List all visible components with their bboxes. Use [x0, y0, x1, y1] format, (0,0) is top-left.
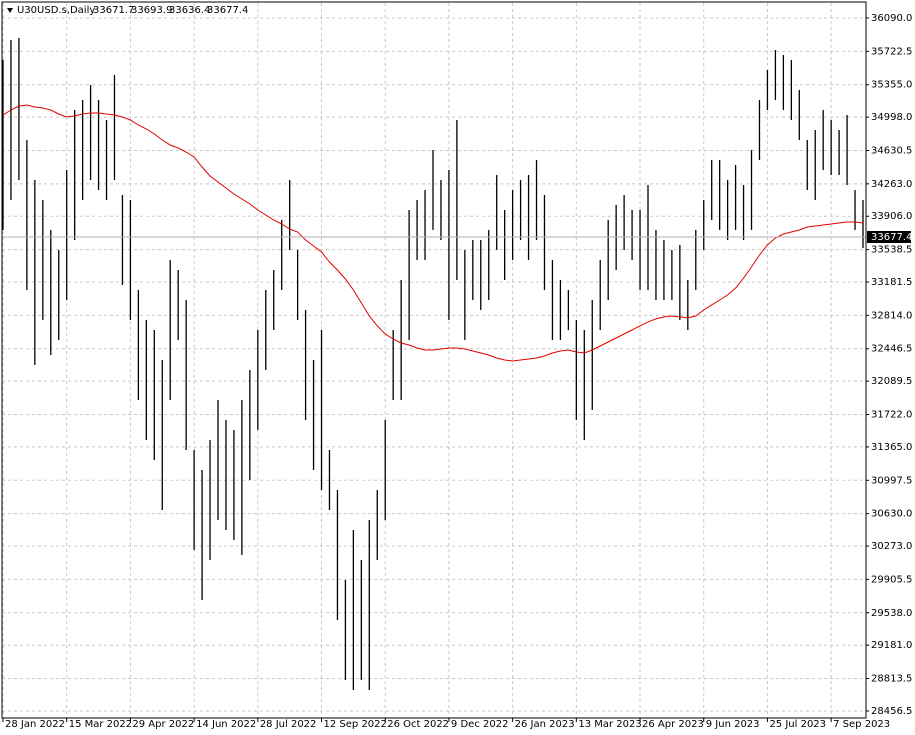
- y-tick-label: 28456.5: [871, 706, 912, 717]
- x-tick-label: 29 Apr 2022: [132, 719, 194, 730]
- chart-title: U30USD.s,Daily: [17, 5, 95, 16]
- x-tick-label: 9 Jun 2023: [706, 719, 760, 730]
- x-tick-label: 26 Jan 2023: [515, 719, 575, 730]
- moving-average: [2, 104, 864, 362]
- x-tick-label: 13 Mar 2023: [578, 719, 641, 730]
- y-tick-label: 29905.5: [871, 574, 912, 585]
- x-tick-label: 26 Apr 2023: [642, 719, 704, 730]
- y-tick-label: 34998.0: [871, 112, 912, 123]
- plot-frame: [1, 1, 867, 719]
- header-low: 33636.4: [169, 5, 210, 16]
- last-price-label: 33677.4: [871, 232, 912, 243]
- y-tick-label: 35355.0: [871, 80, 912, 91]
- y-tick-label: 32089.5: [871, 376, 912, 387]
- y-tick-label: 36090.0: [871, 13, 912, 24]
- header-open: 33671.7: [93, 5, 134, 16]
- x-tick-label: 25 Jul 2023: [769, 719, 826, 730]
- y-tick-label: 32814.0: [871, 310, 912, 321]
- x-tick-label: 15 Mar 2022: [69, 719, 132, 730]
- y-tick-label: 34630.5: [871, 145, 912, 156]
- y-tick-label: 30997.5: [871, 475, 912, 486]
- y-tick-label: 34263.0: [871, 179, 912, 190]
- x-tick-label: 28 Jul 2022: [260, 719, 317, 730]
- y-tick-label: 31365.0: [871, 442, 912, 453]
- x-tick-label: 14 Jun 2022: [196, 719, 256, 730]
- y-tick-label: 35722.5: [871, 46, 912, 57]
- menu-triangle[interactable]: [7, 8, 13, 13]
- y-tick-label: 33181.5: [871, 277, 912, 288]
- header-close: 33677.4: [207, 5, 248, 16]
- plot: [2, 38, 866, 690]
- x-tick-label: 26 Oct 2022: [387, 719, 449, 730]
- y-tick-label: 31722.0: [871, 410, 912, 421]
- y-tick-label: 33906.0: [871, 211, 912, 222]
- header-high: 33693.9: [131, 5, 172, 16]
- x-tick-label: 28 Jan 2022: [5, 719, 65, 730]
- last-price-box: [867, 231, 911, 243]
- y-tick-label: 30630.0: [871, 509, 912, 520]
- y-tick-label: 29538.0: [871, 608, 912, 619]
- x-tick-label: 9 Dec 2022: [451, 719, 509, 730]
- x-tick-label: 7 Sep 2023: [833, 719, 890, 730]
- y-tick-label: 28813.5: [871, 674, 912, 685]
- y-tick-label: 30273.0: [871, 541, 912, 552]
- x-tick-label: 12 Sep 2022: [324, 719, 387, 730]
- y-tick-label: 32446.5: [871, 344, 912, 355]
- y-tick-label: 29181.0: [871, 640, 912, 651]
- y-tick-label: 33538.5: [871, 245, 912, 256]
